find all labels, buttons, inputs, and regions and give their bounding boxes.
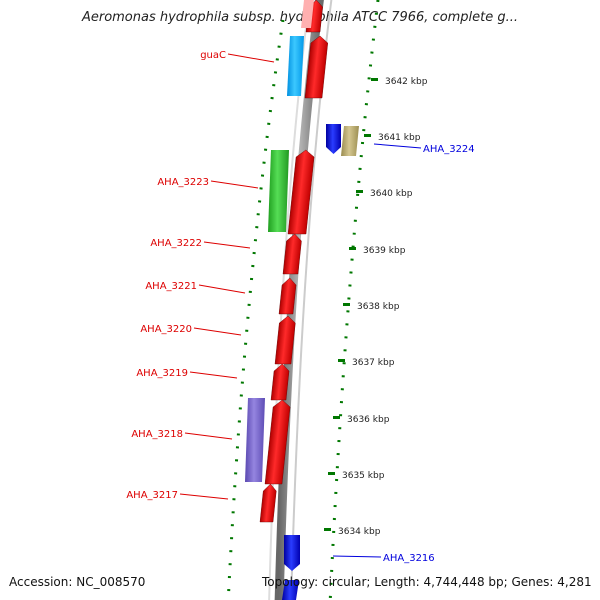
- tick-mark: [349, 247, 356, 250]
- tick-label: 3641 kbp: [378, 133, 421, 143]
- tick-label: 3634 kbp: [338, 527, 381, 537]
- gene-leader-line: [179, 493, 229, 500]
- gene-top-bar[interactable]: [301, 0, 314, 28]
- gene-leader-line: [373, 143, 422, 149]
- cds-forward[interactable]: [259, 483, 277, 523]
- gene-label[interactable]: AHA_3217: [126, 490, 178, 501]
- cds-forward[interactable]: [270, 363, 290, 401]
- tick-mark: [338, 359, 345, 362]
- gene-labels: guaC AHA_3223 AHA_3222 AHA_3221 AHA_3220 AHA_…: [126, 50, 474, 564]
- cds-forward[interactable]: [287, 149, 315, 235]
- gene-aha3223-bar[interactable]: [268, 150, 289, 232]
- topology-text: Topology: circular; Length: 4,744,448 bp…: [262, 575, 592, 589]
- tick-label: 3636 kbp: [347, 415, 390, 425]
- gene-aha3218-bar[interactable]: [245, 398, 265, 482]
- tick-label: 3640 kbp: [370, 189, 413, 199]
- gene-leader-line: [227, 53, 275, 63]
- gene-leader-line: [203, 241, 251, 249]
- gene-leader-line: [332, 555, 382, 558]
- scale-ticks: 3642 kbp 3641 kbp 3640 kbp 3639 kbp 3638 kbp…: [324, 77, 428, 537]
- tick-mark: [356, 190, 363, 193]
- cds-reverse-bottom[interactable]: [282, 580, 299, 600]
- gene-label[interactable]: AHA_3222: [150, 238, 202, 249]
- inner-ruler-ring: [226, 19, 285, 600]
- gene-label[interactable]: AHA_3221: [145, 281, 197, 292]
- map-title: Aeromonas hydrophila subsp. hydrophila A…: [81, 10, 519, 25]
- gene-features: [245, 0, 359, 600]
- cds-forward[interactable]: [264, 399, 291, 485]
- cds-forward[interactable]: [282, 233, 302, 275]
- tick-mark: [333, 416, 340, 419]
- accession-text: Accession: NC_008570: [9, 575, 146, 589]
- tick-label: 3637 kbp: [352, 358, 395, 368]
- gene-label[interactable]: AHA_3220: [140, 324, 192, 335]
- tick-label: 3638 kbp: [357, 302, 400, 312]
- cds-reverse-aha3224[interactable]: [326, 124, 341, 154]
- gene-label[interactable]: AHA_3224: [423, 144, 475, 155]
- tick-label: 3635 kbp: [342, 471, 385, 481]
- gene-label[interactable]: guaC: [200, 50, 226, 61]
- gene-leader-line: [210, 180, 259, 189]
- tick-mark: [364, 134, 371, 137]
- gene-label[interactable]: AHA_3219: [136, 368, 188, 379]
- gene-leader-line: [193, 327, 242, 336]
- gene-leader-line: [189, 371, 238, 379]
- cds-forward[interactable]: [278, 277, 297, 315]
- gene-aha3224-bar[interactable]: [341, 126, 359, 156]
- gene-leader-line: [198, 284, 246, 294]
- gene-leader-line: [184, 432, 233, 440]
- gene-guac-bar[interactable]: [287, 36, 304, 96]
- cds-reverse-aha3216[interactable]: [284, 535, 300, 571]
- cds-forward[interactable]: [274, 315, 296, 365]
- outer-ruler-ring: [328, 0, 380, 600]
- gene-label[interactable]: AHA_3223: [157, 177, 209, 188]
- tick-label: 3642 kbp: [385, 77, 428, 87]
- tick-mark: [324, 528, 331, 531]
- cds-forward[interactable]: [304, 35, 329, 99]
- gene-label[interactable]: AHA_3218: [131, 429, 183, 440]
- tick-mark: [371, 78, 378, 81]
- tick-mark: [328, 472, 335, 475]
- gene-label[interactable]: AHA_3216: [383, 553, 435, 564]
- tick-label: 3639 kbp: [363, 246, 406, 256]
- tick-mark: [343, 303, 350, 306]
